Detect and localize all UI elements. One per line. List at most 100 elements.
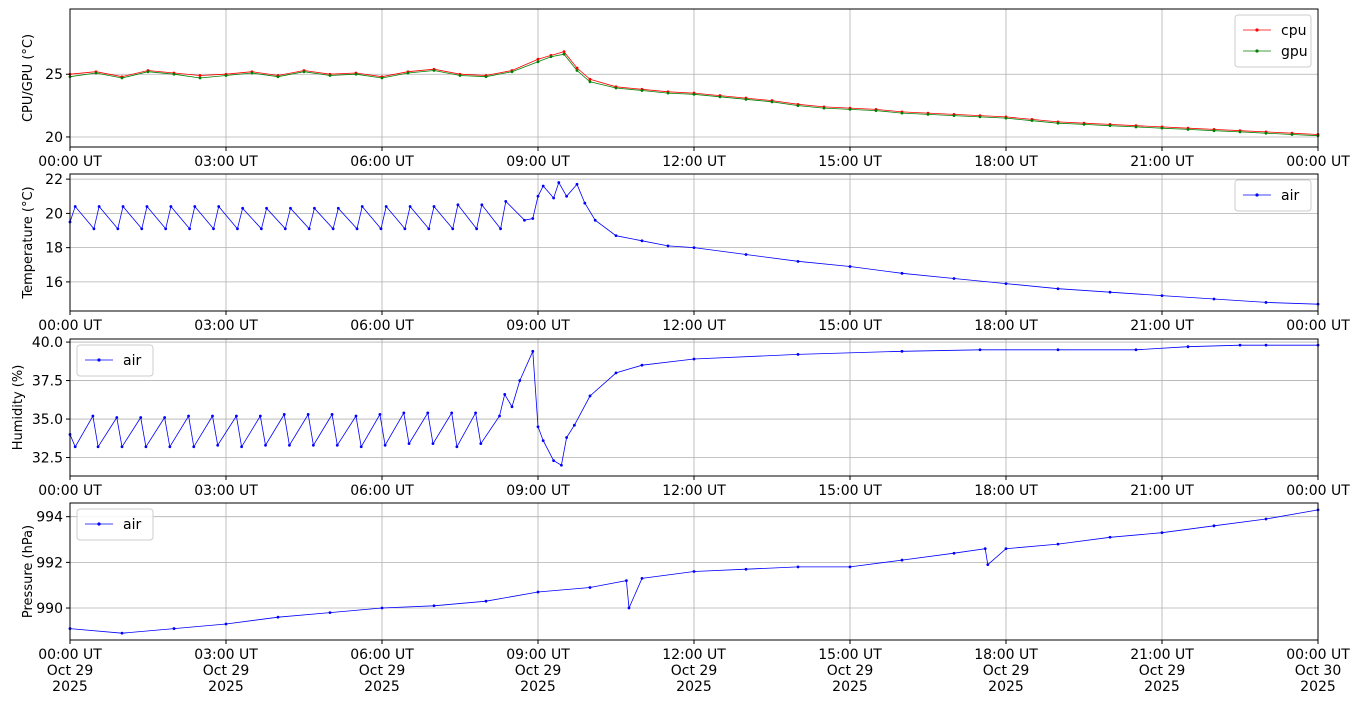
x-tick-label: 09:00 UT xyxy=(506,154,570,170)
data-point-gpu xyxy=(588,80,592,84)
data-point-gpu xyxy=(796,104,800,107)
data-point-air xyxy=(288,443,291,447)
data-point-air xyxy=(475,227,479,231)
y-tick-label: 20 xyxy=(45,130,63,146)
data-point-air xyxy=(573,423,576,427)
y-tick-label: 40.0 xyxy=(32,335,63,351)
data-point-gpu xyxy=(978,115,982,119)
data-point-air xyxy=(531,349,535,353)
data-point-gpu xyxy=(536,60,540,64)
data-point-air xyxy=(431,442,435,446)
legend-box xyxy=(1234,14,1312,68)
data-point-air xyxy=(536,590,540,594)
data-point-gpu xyxy=(120,76,124,80)
x-tick-label: 00:00 UT xyxy=(38,318,102,334)
x-tick-label: 00:00 UT xyxy=(1286,483,1350,499)
data-point-air xyxy=(900,271,904,275)
data-point-air xyxy=(140,227,144,231)
data-point-air xyxy=(480,203,484,207)
legend-label-air: air xyxy=(123,517,141,533)
data-point-air xyxy=(115,416,119,419)
legend-marker-air xyxy=(97,358,101,362)
data-point-air xyxy=(187,414,190,418)
data-point-air xyxy=(1004,547,1008,551)
data-point-air xyxy=(479,442,483,446)
x-tick-label: 18:00 UT xyxy=(974,318,1038,334)
data-point-air xyxy=(402,411,406,415)
data-point-air xyxy=(96,445,100,449)
data-point-gpu xyxy=(1212,129,1216,133)
data-point-gpu xyxy=(1186,128,1190,131)
data-point-air xyxy=(744,567,748,571)
data-point-air xyxy=(432,604,436,608)
data-point-air xyxy=(1108,290,1112,294)
legend-label-gpu: gpu xyxy=(1281,44,1308,60)
chart-panel-3: 00:00 UT 03:00 UT 06:00 UT 09:00 UT 12:00 UT… xyxy=(11,335,1350,499)
data-point-air xyxy=(560,463,563,467)
legend: air xyxy=(76,508,154,541)
data-point-air xyxy=(1212,524,1216,528)
data-point-gpu xyxy=(1160,126,1164,130)
data-point-gpu xyxy=(1004,116,1008,120)
legend-marker-gpu xyxy=(1255,49,1259,53)
data-point-gpu xyxy=(198,76,202,80)
x-tick-label: 18:00 UT xyxy=(974,483,1038,499)
data-point-air xyxy=(575,182,579,186)
y-tick-label: 32.5 xyxy=(32,451,63,467)
y-tick-label: 994 xyxy=(36,510,63,526)
legend-box xyxy=(76,508,154,541)
data-point-air xyxy=(192,445,196,449)
legend: cpu gpu xyxy=(1234,14,1312,68)
data-point-air xyxy=(510,405,514,409)
data-point-air xyxy=(336,206,340,210)
data-point-air xyxy=(236,227,239,231)
data-point-air xyxy=(614,371,618,375)
data-point-gpu xyxy=(94,71,98,75)
x-tick-label: 15:00 UT xyxy=(818,154,882,170)
legend-marker-air xyxy=(97,522,101,526)
data-point-air xyxy=(796,352,800,356)
data-point-gpu xyxy=(302,70,306,74)
data-point-gpu xyxy=(1134,125,1138,129)
x-tick-label: 06:00 UT xyxy=(350,483,414,499)
data-point-air xyxy=(744,253,748,256)
data-point-air xyxy=(499,227,502,231)
data-point-gpu xyxy=(952,114,956,118)
data-point-air xyxy=(307,227,311,231)
data-point-air xyxy=(1004,282,1008,285)
data-point-air xyxy=(116,227,120,231)
data-point-air xyxy=(383,443,387,447)
data-point-gpu xyxy=(549,55,553,59)
legend-label-cpu: cpu xyxy=(1281,23,1306,39)
legend-marker-air xyxy=(1255,193,1259,197)
x-tick-label: 18:00 UT Oct 29 2025 xyxy=(974,647,1038,695)
data-point-air xyxy=(503,393,507,396)
data-point-gpu xyxy=(575,69,579,72)
legend-marker-cpu xyxy=(1255,28,1259,32)
x-tick-label: 15:00 UT Oct 29 2025 xyxy=(818,647,882,695)
x-tick-label: 06:00 UT xyxy=(350,154,414,170)
data-point-gpu xyxy=(276,75,280,79)
data-point-air xyxy=(164,227,168,231)
data-point-gpu xyxy=(354,72,358,76)
data-point-gpu xyxy=(770,100,774,104)
data-point-air xyxy=(259,227,263,231)
data-point-air xyxy=(408,205,412,208)
data-point-air xyxy=(986,563,990,567)
data-point-air xyxy=(484,599,488,603)
data-point-air xyxy=(211,414,214,418)
data-point-air xyxy=(796,259,800,263)
x-tick-label: 09:00 UT Oct 29 2025 xyxy=(506,647,570,695)
data-point-air xyxy=(1160,294,1164,297)
data-point-air xyxy=(504,200,508,203)
data-point-air xyxy=(796,565,800,569)
data-point-air xyxy=(1056,348,1060,352)
y-tick-label: 20 xyxy=(45,206,63,222)
data-point-air xyxy=(264,443,267,447)
y-tick-label: 16 xyxy=(45,275,63,291)
data-point-air xyxy=(258,414,262,418)
data-point-air xyxy=(593,218,597,222)
x-tick-label: 12:00 UT xyxy=(662,483,726,499)
data-point-air xyxy=(120,631,124,635)
data-point-air xyxy=(241,206,245,210)
